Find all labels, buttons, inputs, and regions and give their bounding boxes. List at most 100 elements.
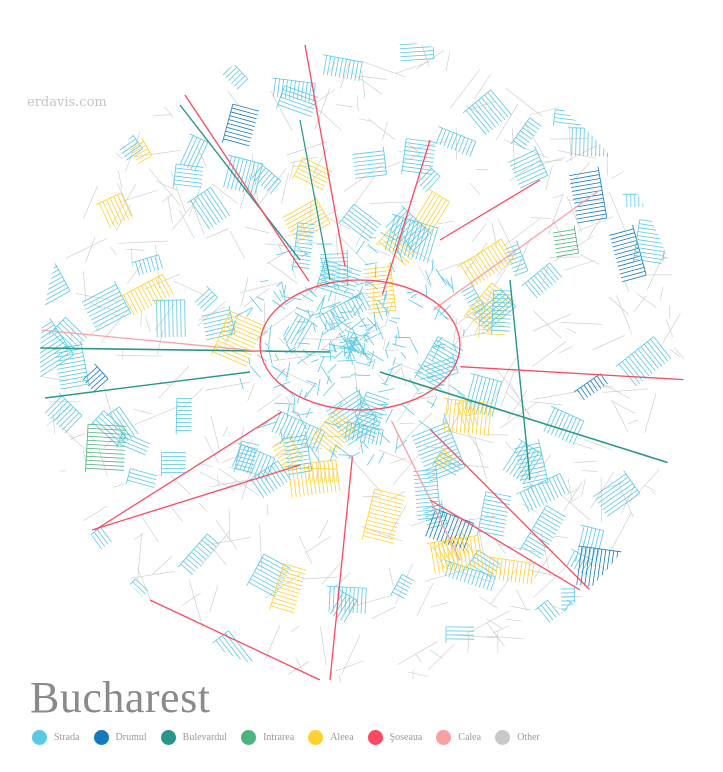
street [516, 449, 536, 480]
street [239, 377, 244, 390]
other-street [100, 63, 111, 68]
street [56, 359, 85, 366]
street [447, 132, 454, 148]
street [58, 392, 83, 416]
street [227, 58, 249, 80]
street [64, 415, 83, 434]
street [337, 359, 357, 362]
street [379, 432, 391, 443]
street [175, 398, 178, 435]
street [135, 578, 149, 592]
street [522, 562, 527, 584]
street [531, 529, 552, 542]
street [518, 438, 543, 455]
street [58, 409, 77, 428]
other-street [583, 68, 602, 85]
street [204, 324, 234, 333]
street [399, 577, 413, 585]
street [285, 298, 295, 306]
street [128, 475, 156, 485]
other-street [537, 650, 539, 668]
street [592, 95, 605, 107]
street [373, 311, 377, 331]
street [426, 459, 463, 475]
street [597, 101, 610, 113]
street [484, 499, 510, 505]
street [180, 563, 193, 575]
street [254, 571, 282, 587]
street [138, 260, 144, 275]
street [431, 396, 438, 409]
other-street [355, 325, 386, 339]
street [273, 290, 282, 302]
street [516, 167, 545, 182]
other-street [321, 561, 343, 585]
street [428, 372, 459, 383]
street [48, 553, 69, 561]
street [93, 378, 109, 393]
street [490, 576, 496, 592]
street [555, 248, 578, 254]
street [363, 426, 368, 443]
street [279, 435, 286, 444]
other-street [133, 408, 152, 415]
other-street [552, 605, 593, 621]
other-street [94, 646, 103, 669]
street [583, 384, 592, 396]
street [456, 238, 502, 268]
other-street [266, 250, 288, 264]
street [269, 180, 282, 195]
street [94, 363, 109, 379]
street [321, 271, 358, 284]
street [348, 587, 351, 613]
street [135, 261, 140, 276]
street [618, 363, 637, 387]
street [331, 460, 337, 492]
other-street [327, 217, 352, 230]
street [332, 412, 356, 431]
street [664, 249, 684, 253]
street [603, 618, 605, 671]
other-street [118, 170, 123, 189]
other-street [530, 401, 563, 406]
street [602, 486, 636, 511]
street [286, 404, 290, 420]
street [542, 668, 558, 679]
other-street [445, 663, 487, 680]
street [487, 403, 492, 436]
street [362, 321, 378, 337]
street [479, 402, 484, 436]
street [460, 264, 475, 288]
other-street [448, 372, 450, 411]
street [534, 599, 548, 611]
legend-swatch [160, 730, 176, 745]
street [87, 372, 103, 387]
street [40, 286, 69, 305]
street [383, 235, 412, 261]
street [119, 406, 139, 435]
street [656, 528, 666, 564]
street [459, 400, 464, 434]
street [454, 135, 462, 151]
boulevard [40, 347, 331, 353]
street [343, 302, 353, 319]
street [613, 640, 630, 644]
other-street [521, 503, 538, 513]
other-street [566, 195, 582, 232]
street [550, 410, 563, 436]
street [281, 281, 286, 301]
other-street [222, 426, 229, 438]
street [392, 357, 396, 366]
street [367, 515, 399, 525]
street [296, 325, 306, 335]
other-street [397, 385, 422, 422]
street [363, 270, 391, 275]
street [523, 543, 544, 556]
other-street [182, 49, 209, 56]
street [453, 539, 460, 571]
street [401, 573, 415, 582]
street [492, 317, 511, 320]
other-street [602, 388, 649, 393]
street [388, 319, 398, 324]
street [54, 538, 74, 546]
